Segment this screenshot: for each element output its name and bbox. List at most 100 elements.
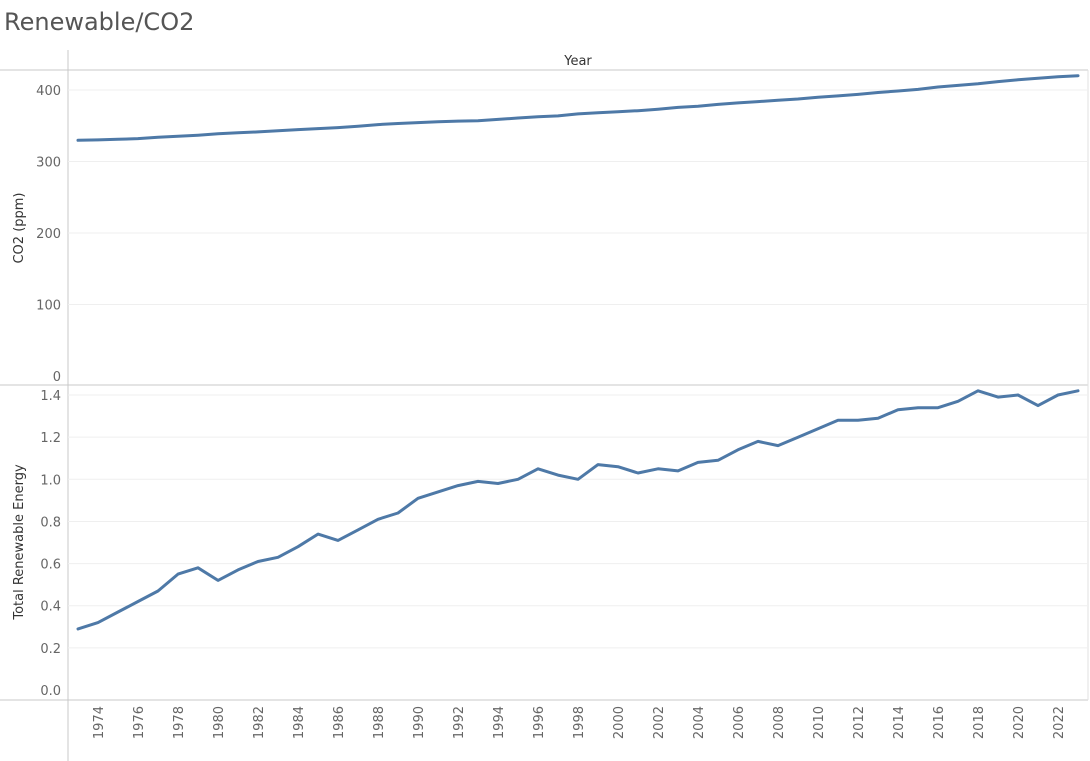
- data-point: [976, 82, 980, 86]
- y-tick-label: 1.0: [40, 473, 61, 488]
- x-tick-label: 1990: [412, 706, 427, 739]
- data-point: [696, 461, 700, 464]
- data-point: [396, 122, 400, 125]
- y-tick-label: 0.6: [40, 558, 61, 573]
- x-tick-label: 1982: [252, 706, 267, 739]
- x-tick-label: 1988: [372, 706, 387, 739]
- data-point: [976, 389, 980, 392]
- data-point: [496, 118, 500, 121]
- data-point: [856, 419, 860, 422]
- data-point: [476, 480, 480, 483]
- renewable-panel: 0.0 0.2 0.4 0.6 0.8 1.0 1.2 1.4 Total Renewable …: [12, 389, 1088, 699]
- data-point: [916, 88, 920, 91]
- y-tick-label: 200: [36, 227, 61, 242]
- data-point: [936, 406, 940, 409]
- data-point: [1036, 404, 1040, 407]
- chart-frame: [0, 50, 1089, 761]
- data-point: [136, 600, 140, 603]
- data-point: [276, 129, 280, 132]
- data-point: [596, 463, 600, 466]
- x-tick-label: 2006: [732, 706, 747, 739]
- data-point: [1056, 393, 1060, 397]
- x-tick-label: 2000: [612, 706, 627, 739]
- data-point: [376, 518, 380, 521]
- data-point: [816, 96, 820, 99]
- data-point: [1016, 393, 1020, 397]
- data-point: [996, 80, 1000, 83]
- data-point: [76, 627, 80, 631]
- y-tick-label: 100: [36, 299, 61, 314]
- data-point: [456, 119, 460, 123]
- x-tick-label: 1976: [132, 706, 147, 739]
- x-tick-label: 1984: [292, 706, 307, 739]
- data-point: [1036, 77, 1040, 80]
- data-point: [756, 440, 760, 443]
- y-tick-label: 0: [53, 370, 61, 385]
- data-point: [116, 610, 120, 614]
- data-point: [296, 545, 300, 548]
- data-point: [316, 127, 320, 130]
- x-tick-label: 2008: [772, 706, 787, 739]
- x-tick-label: 2016: [932, 706, 947, 739]
- data-point: [416, 121, 420, 124]
- y-tick-label: 0.2: [40, 642, 61, 657]
- data-point: [676, 469, 680, 473]
- data-point: [176, 135, 180, 138]
- data-point: [856, 93, 860, 96]
- data-point: [756, 100, 760, 103]
- series-line: [76, 389, 1080, 631]
- data-point: [256, 130, 260, 134]
- data-point: [676, 106, 680, 109]
- data-point: [436, 120, 440, 123]
- data-point: [716, 459, 720, 462]
- data-point: [156, 589, 160, 593]
- data-point: [916, 406, 920, 409]
- data-point: [1076, 74, 1080, 77]
- data-point: [836, 94, 840, 98]
- data-point: [576, 478, 580, 481]
- y-tick-label: 0.0: [40, 684, 61, 699]
- data-point: [876, 91, 880, 94]
- x-tick-label: 2010: [812, 706, 827, 739]
- data-point: [536, 467, 540, 470]
- data-point: [1056, 75, 1060, 79]
- data-point: [776, 444, 780, 447]
- data-point: [196, 566, 200, 569]
- data-point: [96, 621, 100, 624]
- data-point: [336, 539, 340, 542]
- data-point: [96, 138, 100, 142]
- data-point: [216, 579, 220, 582]
- data-point: [1076, 389, 1080, 392]
- data-point: [476, 119, 480, 122]
- data-point: [956, 400, 960, 403]
- data-point: [296, 128, 300, 131]
- data-point: [936, 85, 940, 89]
- co2-panel: 0 100 200 300 400 CO2 (ppm): [12, 74, 1088, 385]
- data-point: [216, 132, 220, 135]
- x-tick-label: 1992: [452, 706, 467, 739]
- y-tick-label: 0.4: [40, 600, 61, 615]
- data-point: [636, 471, 640, 475]
- data-point: [736, 101, 740, 105]
- data-point: [276, 556, 280, 559]
- chart-title: Renewable/CO2: [4, 8, 195, 36]
- data-point: [556, 114, 560, 118]
- x-tick-label: 2018: [972, 706, 987, 739]
- x-tick-label: 1994: [492, 706, 507, 739]
- data-point: [876, 417, 880, 420]
- series-line: [76, 74, 1080, 142]
- data-point: [256, 560, 260, 563]
- data-point: [416, 497, 420, 500]
- y-axis-title: Total Renewable Energy: [12, 464, 27, 621]
- data-point: [816, 427, 820, 430]
- data-point: [656, 108, 660, 111]
- y-tick-label: 1.4: [40, 389, 61, 404]
- x-tick-label: 2004: [692, 706, 707, 739]
- data-point: [796, 436, 800, 439]
- x-tick-label: 1974: [92, 706, 107, 739]
- data-point: [136, 137, 140, 140]
- data-point: [436, 490, 440, 494]
- data-point: [516, 478, 520, 481]
- data-point: [316, 532, 320, 536]
